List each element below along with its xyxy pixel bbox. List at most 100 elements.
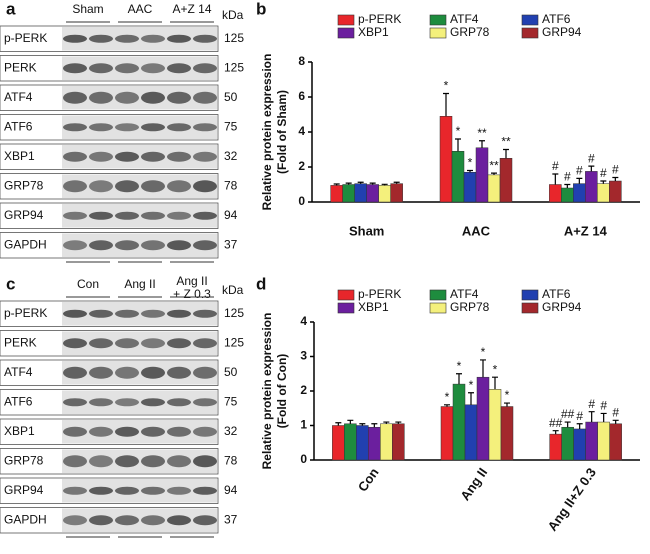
blot-band bbox=[193, 338, 217, 349]
blot-band bbox=[167, 515, 191, 526]
error-bar bbox=[480, 359, 486, 378]
blot-band bbox=[167, 240, 191, 251]
blot-band bbox=[141, 398, 165, 407]
error-bar bbox=[357, 181, 364, 184]
kda-value: 94 bbox=[224, 208, 238, 222]
bar bbox=[499, 158, 513, 203]
blot-band bbox=[115, 211, 139, 220]
error-bar bbox=[335, 422, 342, 426]
row-label: PERK bbox=[4, 335, 37, 349]
error-bar bbox=[333, 183, 340, 186]
row-label: ATF6 bbox=[4, 394, 33, 408]
legend-swatch bbox=[429, 302, 447, 314]
blot-band bbox=[89, 366, 113, 379]
blot-band bbox=[89, 486, 113, 495]
legend-swatch bbox=[521, 27, 539, 39]
blot-band bbox=[115, 240, 139, 251]
bar bbox=[356, 425, 369, 461]
blot-band bbox=[193, 180, 217, 193]
significance-mark: * bbox=[493, 362, 498, 376]
legend-label: ATF6 bbox=[542, 287, 571, 301]
y-axis-label: Relative protein expression bbox=[260, 313, 274, 470]
y-tick-label: 4 bbox=[300, 314, 307, 328]
legend-swatch bbox=[337, 14, 355, 26]
group-label: Ang II bbox=[176, 274, 207, 288]
significance-mark: # bbox=[600, 166, 607, 180]
panel-letter: c bbox=[6, 274, 15, 293]
bar bbox=[390, 183, 403, 203]
blot-band bbox=[141, 309, 165, 318]
blot-band bbox=[141, 338, 165, 349]
blot-band bbox=[167, 309, 191, 318]
blot-band bbox=[167, 338, 191, 349]
bar bbox=[488, 389, 502, 461]
significance-mark: * bbox=[481, 345, 486, 359]
bar bbox=[392, 423, 405, 461]
legend-label: GRP78 bbox=[450, 300, 490, 314]
significance-mark: * bbox=[456, 124, 461, 138]
group-label: Ang II bbox=[124, 277, 155, 291]
legend-label: ATF6 bbox=[542, 12, 571, 26]
row-label: ATF6 bbox=[4, 119, 33, 133]
blot-band bbox=[167, 398, 191, 407]
y-axis-label: (Fold of Sham) bbox=[275, 90, 289, 174]
kda-value: 75 bbox=[224, 394, 238, 408]
blot-band bbox=[89, 309, 113, 318]
error-bar bbox=[456, 373, 462, 385]
bar bbox=[440, 406, 454, 461]
blot-band bbox=[63, 455, 87, 468]
blot-band bbox=[89, 123, 113, 132]
legend-label: ATF4 bbox=[450, 12, 479, 26]
bar bbox=[368, 426, 381, 461]
blot-band bbox=[115, 123, 139, 132]
bar bbox=[354, 183, 367, 203]
row-label: GRP94 bbox=[4, 483, 44, 497]
bar bbox=[464, 404, 478, 461]
blot-band bbox=[63, 180, 87, 193]
row-label: p-PERK bbox=[4, 31, 47, 45]
blot-band bbox=[193, 91, 217, 104]
error-bar bbox=[381, 183, 388, 186]
blot-band bbox=[141, 34, 165, 43]
blot-band bbox=[63, 240, 87, 251]
blot-band bbox=[193, 240, 217, 251]
blot-band bbox=[63, 91, 87, 104]
error-bar bbox=[359, 423, 366, 426]
significance-mark: # bbox=[576, 409, 583, 423]
blot-band bbox=[63, 123, 87, 132]
blot-background bbox=[62, 233, 217, 257]
error-bar bbox=[491, 172, 497, 175]
blot-band bbox=[193, 63, 217, 74]
error-bar bbox=[576, 177, 583, 184]
blot-band bbox=[63, 63, 87, 74]
legend-swatch bbox=[429, 289, 447, 301]
significance-mark: ** bbox=[501, 135, 511, 149]
error-bar bbox=[552, 430, 559, 435]
error-bar bbox=[503, 148, 509, 159]
blot-band bbox=[141, 486, 165, 495]
bar bbox=[500, 406, 514, 461]
bar bbox=[380, 423, 393, 461]
blot-band bbox=[193, 123, 217, 132]
blot-band bbox=[89, 180, 113, 193]
y-tick-label: 3 bbox=[300, 349, 307, 363]
blot-band bbox=[115, 151, 139, 162]
group-label: AAC bbox=[128, 2, 153, 16]
blot-band bbox=[167, 366, 191, 379]
blot-band bbox=[167, 486, 191, 495]
bar bbox=[609, 180, 622, 203]
error-bar bbox=[492, 376, 498, 390]
y-tick-label: 0 bbox=[300, 452, 307, 466]
legend-label: p-PERK bbox=[358, 12, 401, 26]
y-tick-label: 2 bbox=[300, 383, 307, 397]
blot-band bbox=[141, 366, 165, 379]
y-axis-label: Relative protein expression bbox=[260, 54, 274, 211]
blot-background bbox=[62, 204, 217, 228]
blot-band bbox=[115, 515, 139, 526]
row-label: XBP1 bbox=[4, 424, 35, 438]
row-label: GAPDH bbox=[4, 512, 47, 526]
significance-mark: # bbox=[588, 151, 595, 165]
blot-band bbox=[167, 63, 191, 74]
blot-band bbox=[193, 515, 217, 526]
